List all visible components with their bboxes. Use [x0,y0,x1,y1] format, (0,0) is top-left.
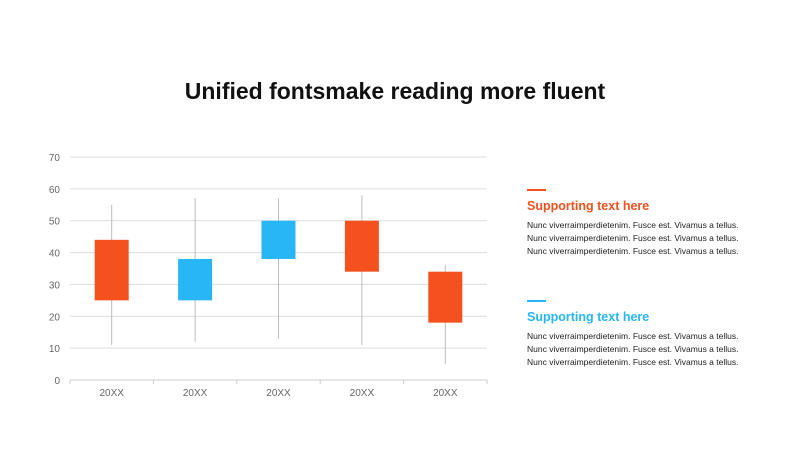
supporting-line: Nunc viverraimperdietenim. Fusce est. Vi… [527,246,739,256]
supporting-heading: Supporting text here [527,310,650,324]
candle-body [428,271,463,323]
y-tick-label: 20 [49,312,61,323]
x-tick-label: 20XX [99,388,124,399]
y-tick-label: 70 [49,153,61,164]
x-tick-label: 20XX [266,388,291,399]
x-tick-label: 20XX [183,388,208,399]
y-tick-label: 40 [49,249,61,260]
y-tick-label: 10 [49,344,61,355]
accent-bar [527,189,546,191]
accent-bar [527,300,546,302]
y-tick-label: 50 [49,217,61,228]
x-tick-label: 20XX [350,388,375,399]
y-tick-label: 60 [49,185,61,196]
candle-body [178,258,213,301]
candle-body [94,239,129,301]
x-tick-label: 20XX [433,388,458,399]
supporting-line: Nunc viverraimperdietenim. Fusce est. Vi… [527,357,739,367]
supporting-line: Nunc viverraimperdietenim. Fusce est. Vi… [527,331,739,341]
supporting-block-2: Supporting text here Nunc viverraimperdi… [527,300,767,369]
y-tick-label: 30 [49,280,61,291]
candle-body [261,220,296,259]
supporting-heading: Supporting text here [527,199,650,213]
slide-title: Unified fontsmake reading more fluent [184,78,606,104]
supporting-block-1: Supporting text here Nunc viverraimperdi… [527,189,767,258]
candle-body [344,220,379,272]
supporting-line: Nunc viverraimperdietenim. Fusce est. Vi… [527,233,739,243]
supporting-line: Nunc viverraimperdietenim. Fusce est. Vi… [527,344,739,354]
supporting-line: Nunc viverraimperdietenim. Fusce est. Vi… [527,220,739,230]
y-tick-label: 0 [54,376,60,387]
